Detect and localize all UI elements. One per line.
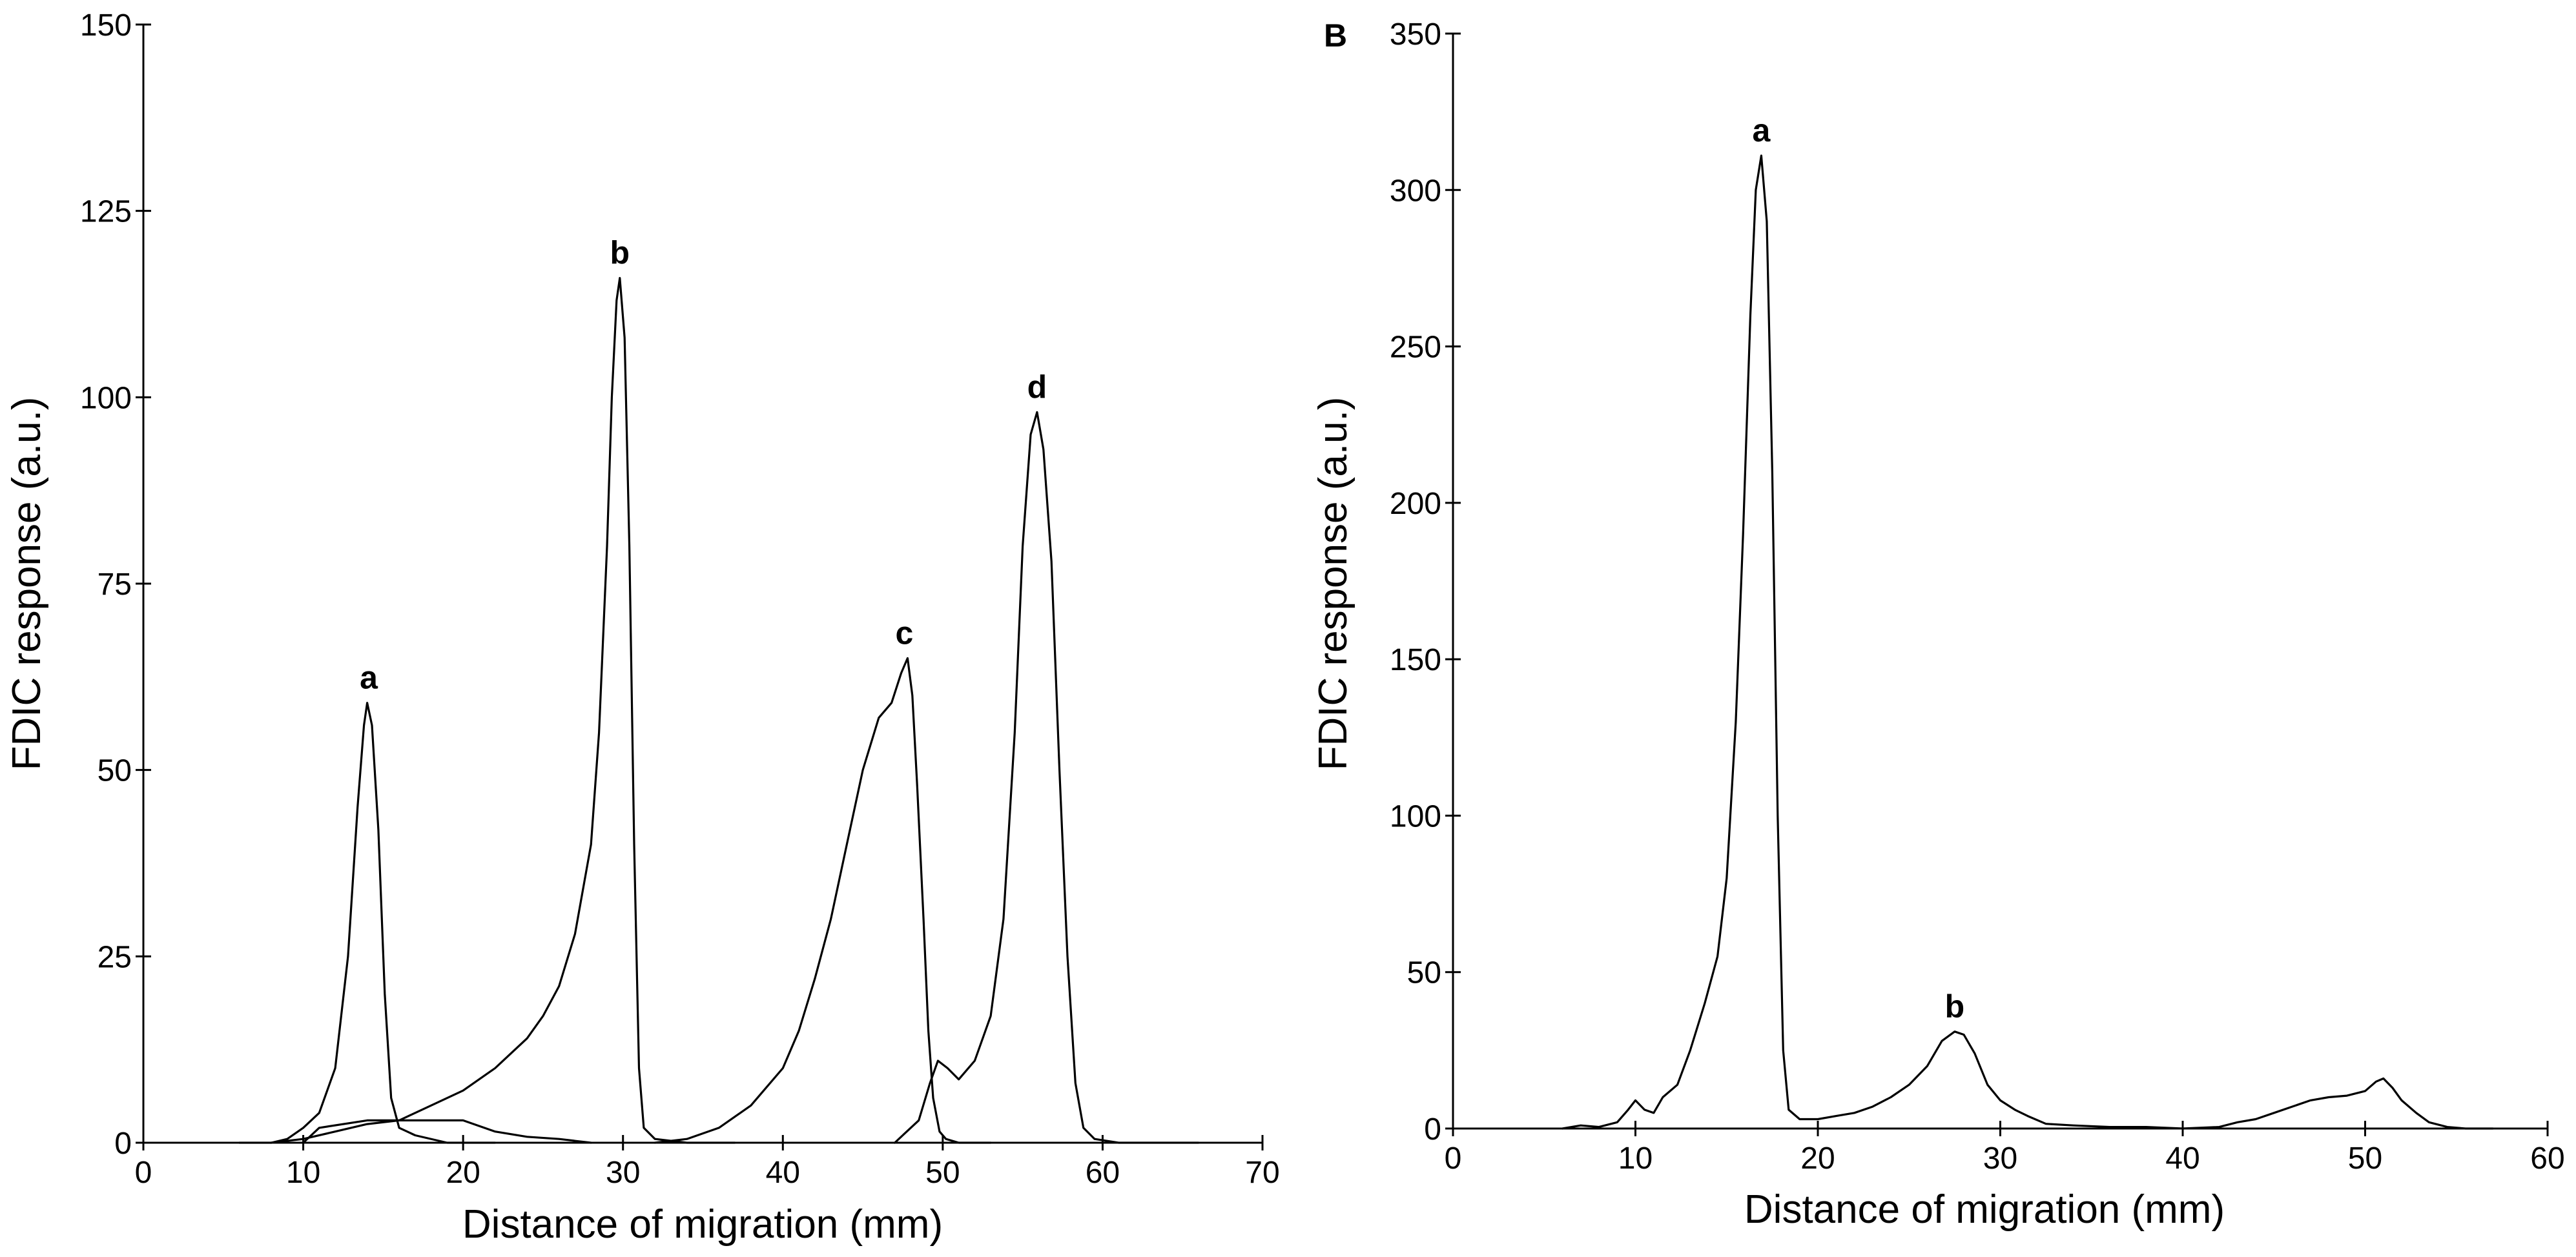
x-tick-label: 50	[2348, 1141, 2382, 1176]
x-tick-label: 50	[925, 1156, 960, 1190]
x-ticks: 0 10 20 30 40 50 60 70	[135, 1135, 1280, 1190]
traces	[238, 277, 1200, 1144]
series-line	[893, 411, 1200, 1144]
peak-label-c: c	[896, 615, 914, 651]
x-tick-label: 60	[1086, 1156, 1120, 1190]
y-tick-label: 0	[1424, 1112, 1441, 1147]
chart-panel-a: 0 25 50 75 100 125 150 0 10 20 30 40 50 60 70 a b c d Di…	[5, 8, 1280, 1247]
y-tick-label: 300	[1390, 174, 1441, 208]
y-axis-title-b: FDIC response (a.u.)	[1311, 397, 1355, 771]
x-tick-label: 0	[135, 1156, 152, 1190]
x-tick-label: 20	[446, 1156, 480, 1190]
peak-label-b: b	[610, 235, 630, 271]
y-tick-label: 150	[80, 8, 132, 43]
peak-label-a: a	[1753, 112, 1771, 148]
x-tick-label: 60	[2530, 1141, 2564, 1176]
series-line	[1561, 154, 2494, 1130]
y-tick-label: 50	[1407, 956, 1441, 990]
y-tick-label: 100	[1390, 799, 1441, 833]
x-tick-label: 40	[766, 1156, 800, 1190]
x-axis-title-b: Distance of migration (mm)	[1744, 1187, 2225, 1232]
y-tick-label: 250	[1390, 331, 1441, 365]
x-tick-label: 70	[1245, 1156, 1279, 1190]
y-tick-label: 100	[80, 381, 132, 415]
y-tick-label: 0	[114, 1127, 132, 1161]
series-line	[270, 277, 736, 1144]
peak-label-a: a	[360, 660, 378, 696]
series-line	[238, 702, 497, 1144]
y-ticks: 0 25 50 75 100 125 150	[80, 8, 151, 1161]
x-ticks-b: 0 10 20 30 40 50 60	[1445, 1121, 2565, 1176]
peak-label-d: d	[1027, 369, 1047, 405]
y-axis-title: FDIC response (a.u.)	[5, 397, 49, 771]
y-tick-label: 350	[1390, 17, 1441, 52]
panel-letter-b: B	[1324, 17, 1347, 54]
peak-label-b: b	[1945, 988, 1965, 1025]
peak-annotations: a b c d	[360, 235, 1047, 696]
y-tick-label: 150	[1390, 643, 1441, 677]
y-tick-label: 200	[1390, 487, 1441, 521]
y-tick-label: 125	[80, 195, 132, 229]
x-tick-label: 10	[1618, 1141, 1653, 1176]
series-line	[302, 1119, 592, 1144]
x-axis-title: Distance of migration (mm)	[462, 1202, 943, 1247]
y-ticks-b: 0 50 100 150 200 250 300 350	[1390, 17, 1461, 1147]
y-tick-label: 75	[98, 567, 132, 602]
x-tick-label: 10	[286, 1156, 320, 1190]
x-tick-label: 30	[606, 1156, 640, 1190]
y-tick-label: 25	[98, 940, 132, 974]
y-tick-label: 50	[98, 754, 132, 788]
series-line	[654, 657, 992, 1144]
x-tick-label: 30	[1983, 1141, 2017, 1176]
x-tick-label: 20	[1800, 1141, 1835, 1176]
x-tick-label: 0	[1445, 1141, 1462, 1176]
peak-annotations-b: ab	[1753, 112, 1965, 1025]
traces-b	[1561, 154, 2494, 1130]
x-tick-label: 40	[2165, 1141, 2200, 1176]
